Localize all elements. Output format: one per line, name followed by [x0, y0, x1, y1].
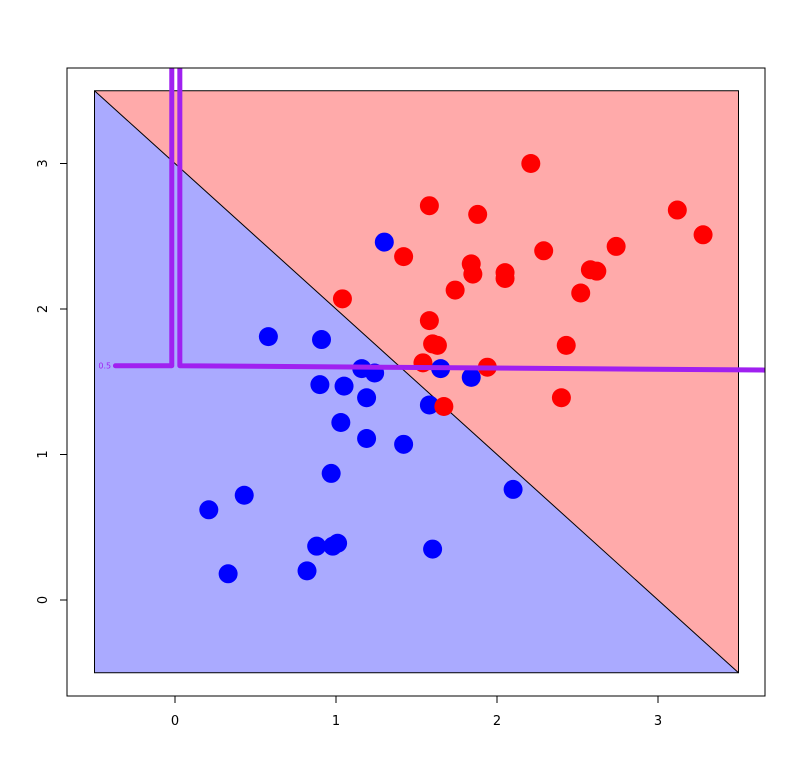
blue-point — [328, 533, 348, 553]
blue-point — [461, 367, 481, 387]
y-tick-label: 2 — [36, 305, 51, 313]
blue-point — [258, 327, 278, 347]
red-point — [427, 335, 447, 355]
blue-point — [310, 375, 330, 395]
blue-point — [218, 564, 238, 584]
blue-point — [234, 485, 254, 505]
red-point — [587, 261, 607, 281]
red-point — [556, 335, 576, 355]
x-tick-label: 2 — [493, 714, 501, 729]
red-point — [468, 204, 488, 224]
x-axis: 0 1 2 3 — [171, 695, 662, 729]
decision-line — [94, 90, 739, 674]
blue-point — [307, 536, 327, 556]
blue-point — [503, 479, 523, 499]
decision-boundary — [94, 90, 739, 674]
red-point — [534, 241, 554, 261]
blue-point — [357, 388, 377, 408]
blue-point — [334, 376, 354, 396]
x-tick-label: 3 — [654, 714, 662, 729]
contour-segment — [177, 68, 765, 373]
red-point — [571, 283, 591, 303]
blue-point — [199, 500, 219, 520]
red-point — [445, 280, 465, 300]
blue-point — [331, 412, 351, 432]
contour-segment — [112, 68, 175, 369]
data-points — [199, 154, 713, 584]
red-point — [419, 311, 439, 331]
red-point — [419, 196, 439, 216]
x-tick-label: 0 — [171, 714, 179, 729]
blue-point — [312, 330, 332, 350]
region-outline — [94, 90, 739, 674]
red-point — [693, 225, 713, 245]
red-point — [521, 154, 541, 173]
y-axis: 0 1 2 3 — [36, 159, 68, 604]
blue-point — [297, 561, 317, 581]
red-point — [667, 200, 687, 220]
red-point — [394, 247, 414, 267]
contour-label: 0.5 — [98, 362, 111, 371]
red-point — [463, 264, 483, 284]
blue-point — [357, 428, 377, 448]
y-tick-label: 0 — [36, 596, 51, 604]
red-point — [434, 396, 454, 416]
contour-lines — [112, 68, 765, 373]
blue-point — [419, 395, 439, 415]
y-tick-label: 1 — [36, 450, 51, 458]
red-point — [332, 289, 352, 309]
blue-point — [374, 232, 394, 252]
blue-point — [321, 463, 341, 483]
red-point — [606, 236, 626, 256]
blue-point — [394, 434, 414, 454]
red-point — [495, 268, 515, 288]
red-point — [551, 388, 571, 408]
y-tick-label: 3 — [36, 159, 51, 167]
x-tick-label: 1 — [332, 714, 340, 729]
blue-point — [423, 539, 443, 559]
